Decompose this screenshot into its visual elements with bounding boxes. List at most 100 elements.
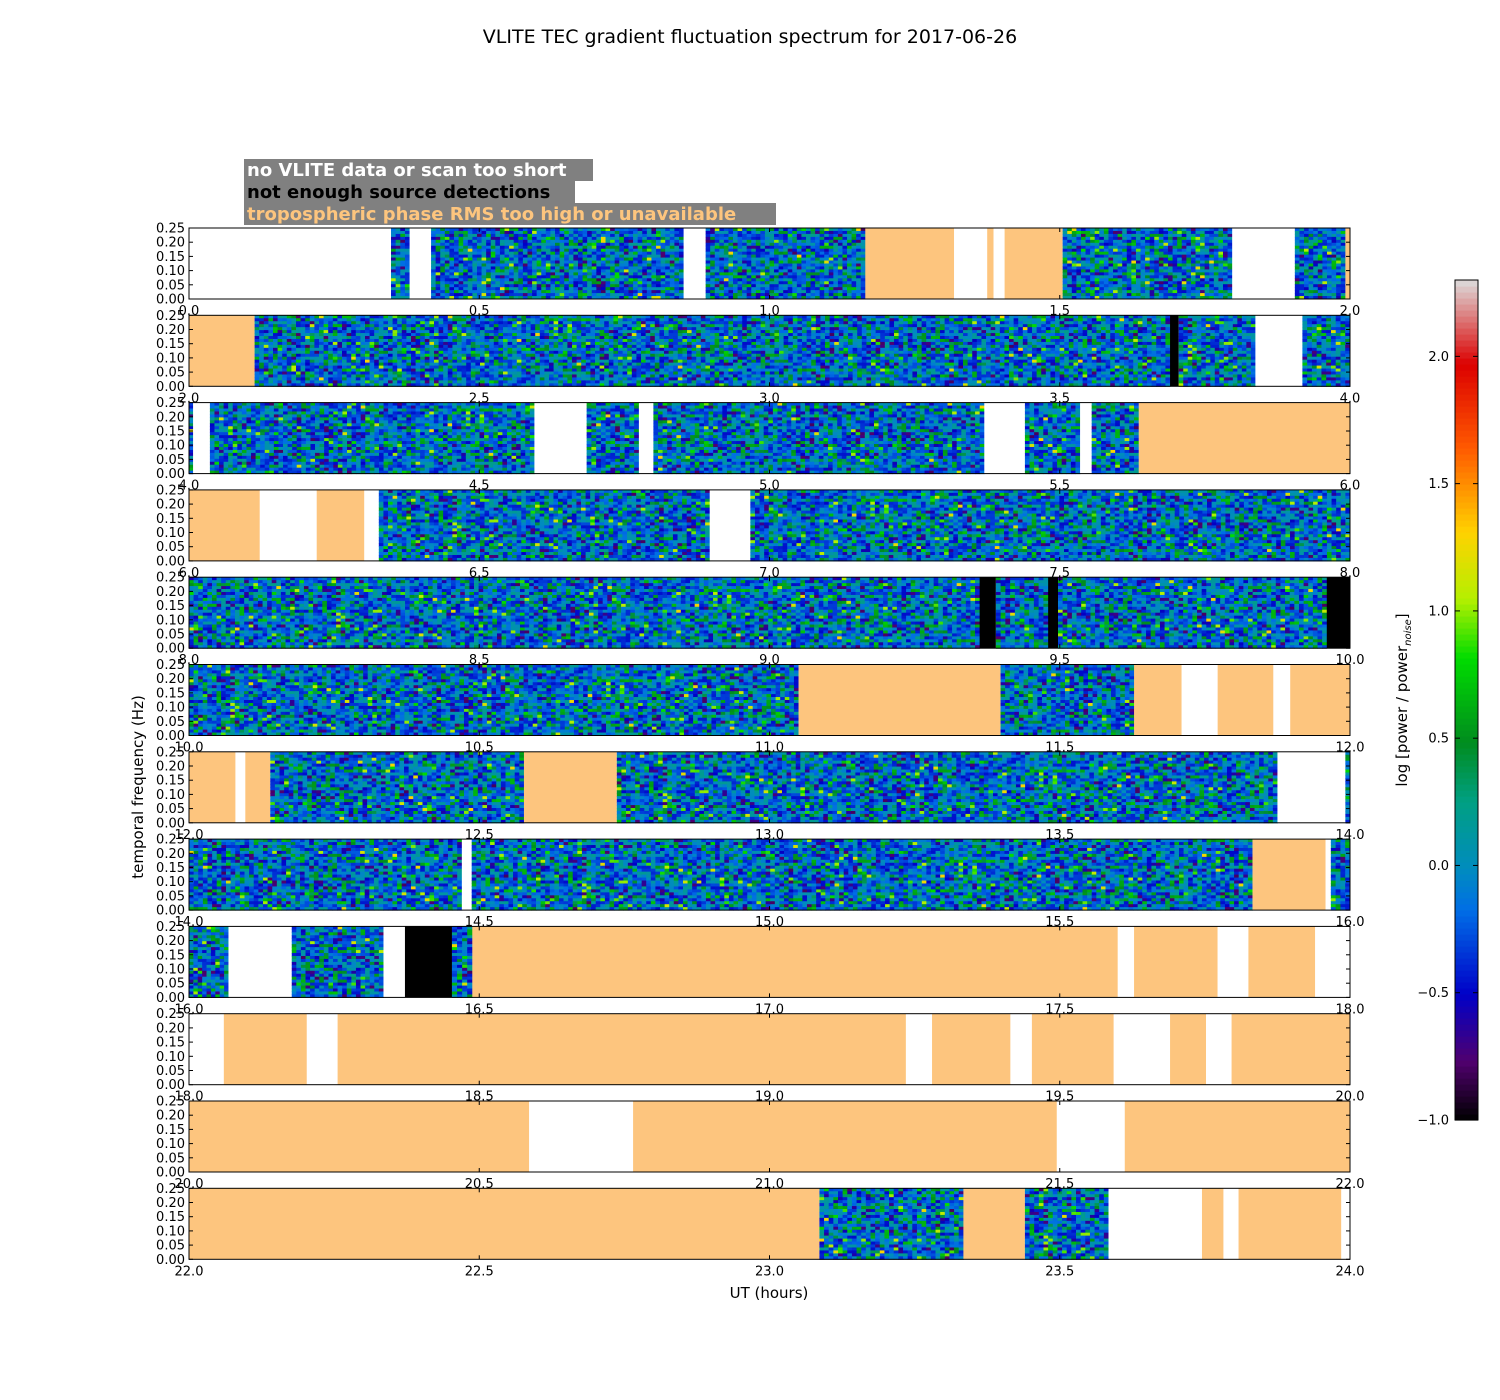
colorbar-swatch (1455, 712, 1478, 719)
y-tick-label: 0.00 (156, 1166, 185, 1181)
colorbar-swatch (1455, 1066, 1478, 1073)
colorbar-swatch (1455, 826, 1478, 833)
no-data-segment (529, 1101, 634, 1172)
colorbar-swatch (1455, 658, 1478, 665)
heatmap-block (451, 926, 473, 998)
colorbar-swatch (1455, 580, 1478, 587)
heatmap-block (1000, 664, 1135, 736)
colorbar-tick-label: 0.5 (1428, 732, 1449, 747)
tropo-flag-segment (865, 228, 955, 299)
y-tick-label: 0.25 (156, 920, 185, 935)
colorbar-swatch (1455, 388, 1478, 395)
y-tick-label: 0.05 (156, 802, 185, 817)
colorbar-swatch (1455, 874, 1478, 881)
colorbar-swatch (1455, 844, 1478, 851)
colorbar-swatch (1455, 796, 1478, 803)
heatmap-block (189, 926, 229, 998)
colorbar-swatch (1455, 460, 1478, 467)
colorbar-tick-label: 0.0 (1428, 859, 1449, 874)
y-tick-label: 0.20 (156, 1021, 185, 1036)
colorbar-label: log [power / powernoise] (1393, 613, 1414, 786)
y-tick-label: 0.20 (156, 498, 185, 513)
y-tick-label: 0.15 (156, 948, 185, 963)
colorbar-swatch (1455, 766, 1478, 773)
chart-title: VLITE TEC gradient fluctuation spectrum … (483, 26, 1017, 48)
tropo-flag-segment (337, 1013, 906, 1085)
colorbar-swatch (1455, 484, 1478, 491)
colorbar-swatch (1455, 496, 1478, 503)
legend-box (244, 159, 593, 181)
tropo-flag-segment (798, 664, 1001, 736)
no-data-segment (1206, 1013, 1232, 1085)
colorbar-swatch (1455, 412, 1478, 419)
y-tick-label: 0.15 (156, 512, 185, 527)
colorbar-swatch (1455, 604, 1478, 611)
colorbar-swatch (1455, 382, 1478, 389)
y-tick-label: 0.25 (156, 745, 185, 760)
no-data-segment (1223, 1188, 1239, 1260)
y-tick-label: 0.20 (156, 934, 185, 949)
colorbar-swatch (1455, 640, 1478, 647)
y-tick-label: 0.15 (156, 861, 185, 876)
colorbar-swatch (1455, 802, 1478, 809)
no-data-segment (364, 489, 379, 561)
colorbar-swatch (1455, 550, 1478, 557)
y-tick-label: 0.15 (156, 337, 185, 352)
tropo-flag-segment (1345, 228, 1350, 299)
tropo-flag-segment (1124, 1101, 1350, 1172)
colorbar-swatch (1455, 316, 1478, 323)
no-data-segment (984, 402, 1025, 474)
x-tick-label: 23.5 (1045, 1264, 1074, 1279)
y-tick-label: 0.05 (156, 453, 185, 468)
y-tick-label: 0.10 (156, 526, 185, 541)
heatmap-block (819, 1188, 964, 1260)
heatmap-block (291, 926, 384, 998)
y-tick-label: 0.25 (156, 1182, 185, 1197)
no-data-segment (954, 228, 988, 299)
no-data-segment (1232, 228, 1295, 299)
tropo-flag-segment (1290, 664, 1350, 736)
y-tick-label: 0.20 (156, 760, 185, 775)
y-tick-label: 0.10 (156, 1137, 185, 1152)
y-tick-label: 0.00 (156, 293, 185, 308)
y-tick-label: 0.05 (156, 715, 185, 730)
colorbar-swatch (1455, 694, 1478, 701)
colorbar-swatch (1455, 568, 1478, 575)
y-tick-label: 0.25 (156, 571, 185, 586)
colorbar-swatch (1455, 1060, 1478, 1067)
heatmap-block (471, 839, 1253, 911)
colorbar-swatch (1455, 832, 1478, 839)
colorbar-swatch (1455, 352, 1478, 359)
tropo-flag-segment (1252, 839, 1326, 911)
y-tick-label: 0.20 (156, 323, 185, 338)
y-tick-label: 0.20 (156, 236, 185, 251)
y-tick-label: 0.10 (156, 613, 185, 628)
colorbar-swatch (1455, 988, 1478, 995)
tropo-flag-segment (223, 1013, 307, 1085)
heatmap-block (705, 228, 866, 300)
y-tick-label: 0.25 (156, 658, 185, 673)
heatmap-block (270, 751, 525, 824)
colorbar-swatch (1455, 838, 1478, 845)
colorbar-swatch (1455, 898, 1478, 905)
colorbar-swatch (1455, 544, 1478, 551)
no-detection-segment (979, 577, 996, 649)
colorbar-swatch (1455, 910, 1478, 917)
tropo-flag-segment (1217, 664, 1274, 736)
no-data-segment (1117, 926, 1135, 998)
colorbar-swatch (1455, 1096, 1478, 1103)
colorbar-swatch (1455, 934, 1478, 941)
heatmap-block (1024, 402, 1081, 475)
no-detection-segment (1326, 577, 1350, 649)
tropo-flag-segment (1248, 926, 1316, 998)
colorbar-swatch (1455, 1102, 1478, 1109)
colorbar-swatch (1455, 556, 1478, 563)
y-tick-label: 0.00 (156, 729, 185, 744)
no-data-segment (905, 1013, 933, 1085)
colorbar-swatch (1455, 1108, 1478, 1115)
colorbar-swatch (1455, 646, 1478, 653)
colorbar-swatch (1455, 532, 1478, 539)
colorbar-swatch (1455, 670, 1478, 677)
heatmap-block (1024, 1188, 1110, 1260)
